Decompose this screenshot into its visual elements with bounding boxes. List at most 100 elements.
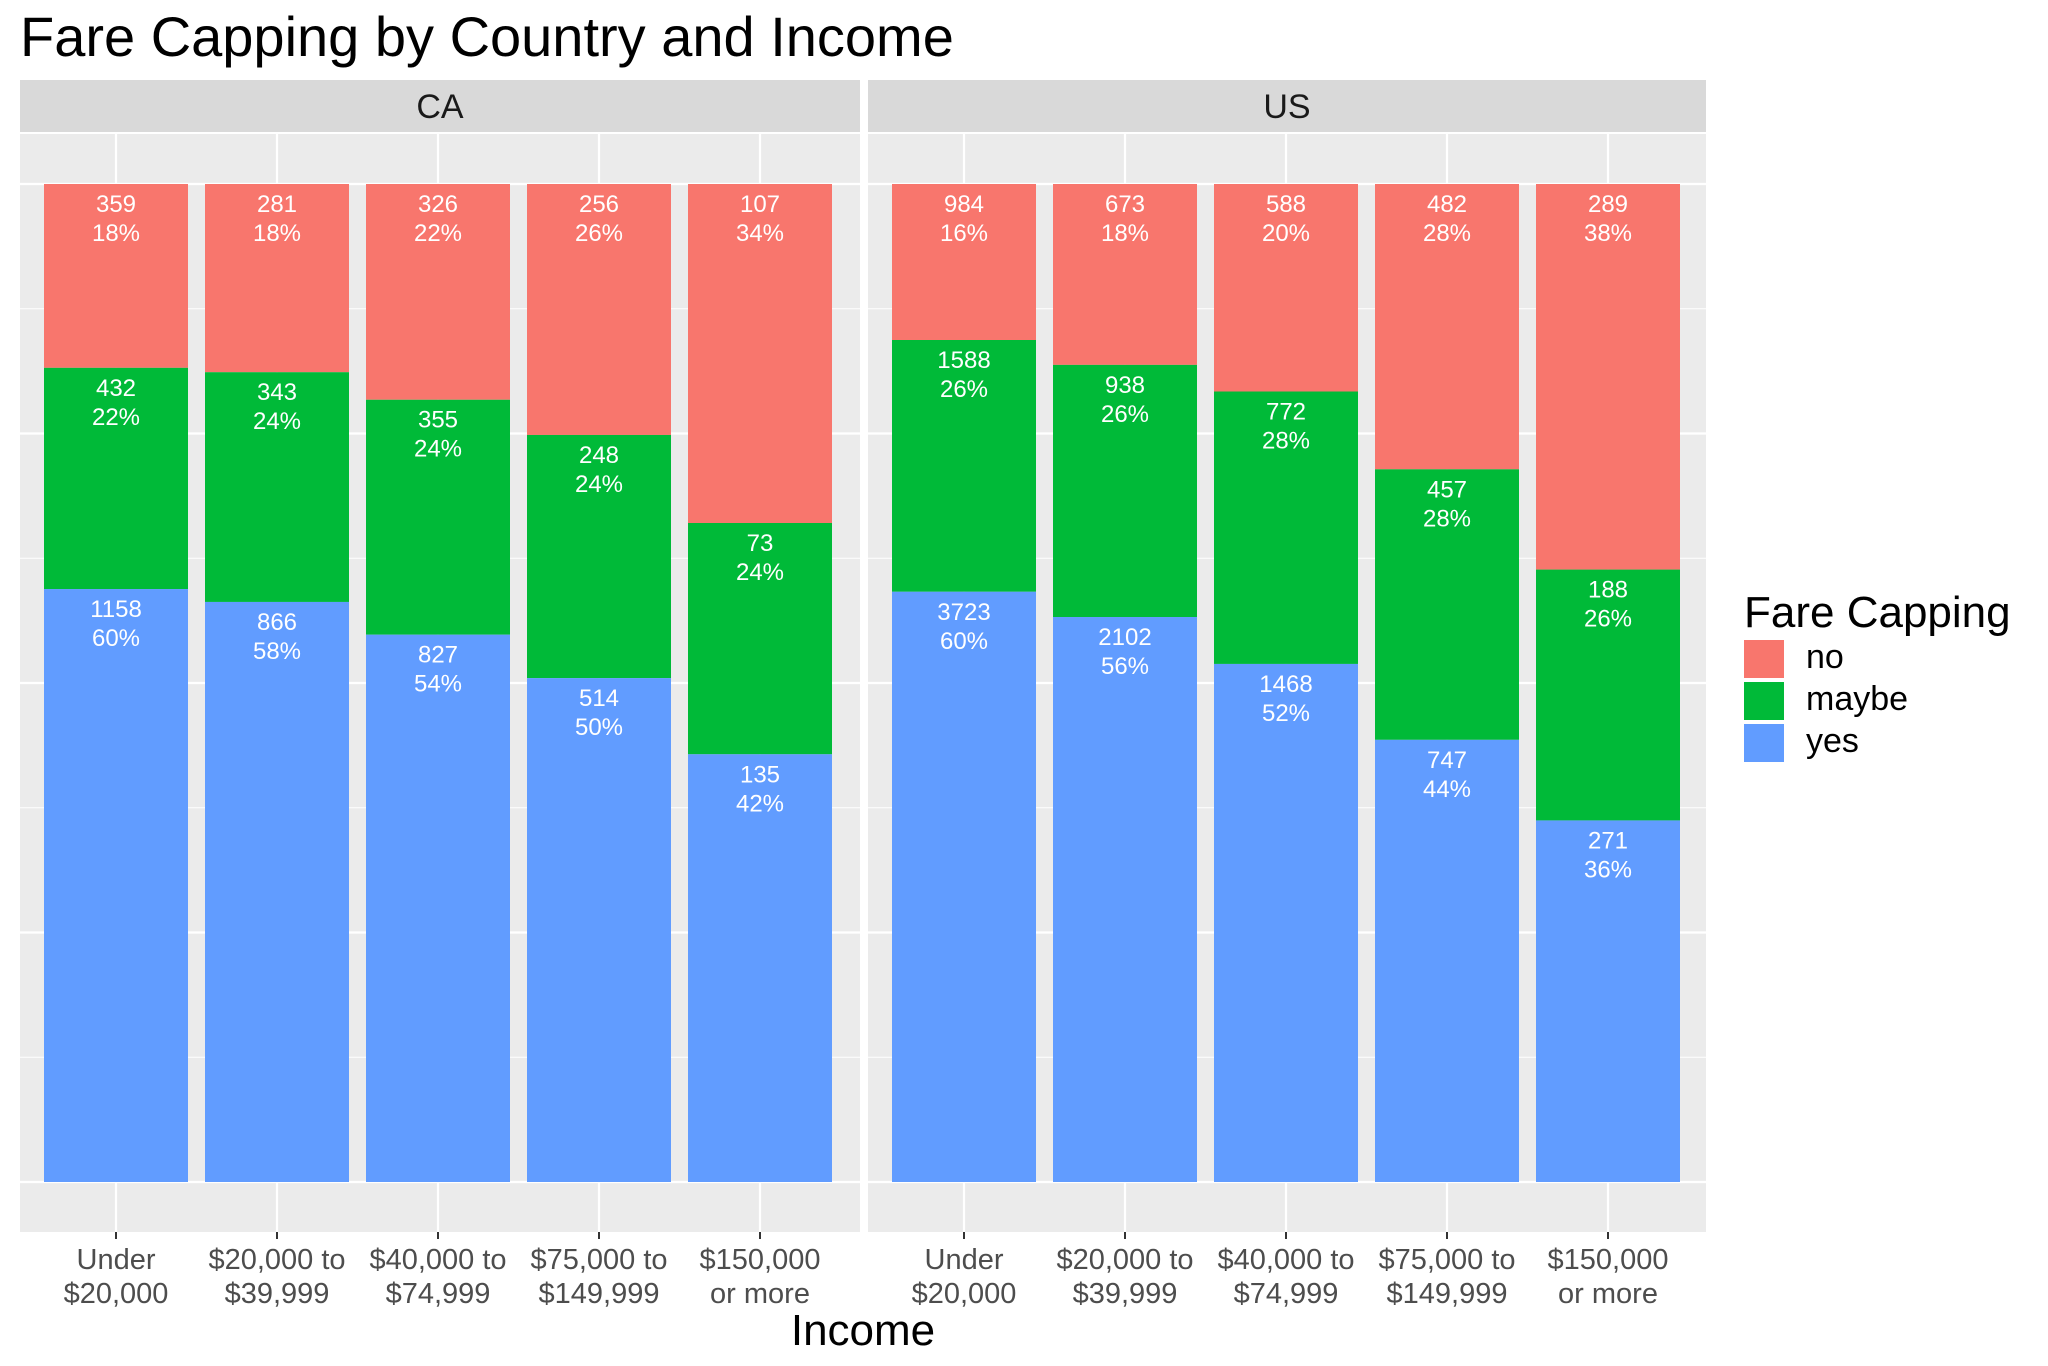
data-label-percent: 60% xyxy=(92,625,140,652)
bar-segment-no xyxy=(44,184,188,368)
data-label-percent: 18% xyxy=(253,220,301,247)
bar-segment-yes xyxy=(1214,663,1358,1182)
bar-segment-yes xyxy=(1053,617,1197,1182)
data-label-count: 482 xyxy=(1427,191,1467,218)
legend-item-no: no xyxy=(1744,638,2011,680)
facet-strip-label: CA xyxy=(416,88,464,126)
bar-segment-maybe xyxy=(1536,569,1680,821)
data-label-percent: 56% xyxy=(1101,653,1149,680)
x-tick-label: $74,999 xyxy=(1234,1278,1339,1310)
facet-strip xyxy=(868,80,1706,132)
data-label-percent: 34% xyxy=(736,220,784,247)
x-tick-label: $20,000 xyxy=(912,1278,1017,1310)
data-label-percent: 24% xyxy=(253,408,301,435)
data-label-count: 432 xyxy=(96,375,136,402)
data-label-percent: 18% xyxy=(1101,220,1149,247)
x-tick-label: $149,999 xyxy=(1387,1278,1508,1310)
bar-segment-no xyxy=(688,184,832,524)
bar-segment-yes xyxy=(688,754,832,1182)
data-label-percent: 58% xyxy=(253,638,301,665)
legend-label-maybe: maybe xyxy=(1806,680,1909,718)
bar-segment-no xyxy=(1536,184,1680,570)
data-label-count: 326 xyxy=(418,191,458,218)
legend-item-maybe: maybe xyxy=(1744,680,2011,722)
data-label-count: 188 xyxy=(1588,577,1628,604)
bar-segment-maybe xyxy=(892,340,1036,592)
bar-segment-maybe xyxy=(44,367,188,590)
data-label-percent: 24% xyxy=(736,559,784,586)
chart-title: Fare Capping by Country and Income xyxy=(20,5,954,68)
bar-segment-yes xyxy=(1375,739,1519,1182)
x-tick-label: $40,000 to xyxy=(1217,1244,1354,1276)
bar-segment-no xyxy=(1053,184,1197,365)
data-label-count: 1158 xyxy=(90,596,142,623)
data-label-count: 135 xyxy=(740,761,780,788)
bar-segment-no xyxy=(1375,184,1519,470)
x-tick-label: $40,000 to xyxy=(369,1244,506,1276)
data-label-count: 2102 xyxy=(1098,624,1151,651)
x-tick-label: $74,999 xyxy=(386,1278,491,1310)
bar-segment-yes xyxy=(527,678,671,1182)
x-tick-label: or more xyxy=(710,1278,810,1310)
bar-segment-maybe xyxy=(366,399,510,635)
data-label-percent: 22% xyxy=(92,404,140,431)
data-label-count: 1588 xyxy=(937,347,990,374)
bar-segment-maybe xyxy=(205,372,349,602)
data-label-count: 866 xyxy=(257,609,297,636)
x-axis-title: Income xyxy=(791,1306,935,1355)
data-label-count: 673 xyxy=(1105,191,1145,218)
data-label-percent: 52% xyxy=(1262,700,1310,727)
data-label-percent: 44% xyxy=(1423,776,1471,803)
bar-segment-yes xyxy=(44,589,188,1182)
data-label-count: 359 xyxy=(96,191,136,218)
legend-title: Fare Capping xyxy=(1744,588,2011,637)
bar-segment-no xyxy=(527,184,671,435)
data-label-count: 514 xyxy=(579,685,619,712)
data-label-percent: 50% xyxy=(575,714,623,741)
data-label-count: 1468 xyxy=(1259,671,1312,698)
legend-key-yes xyxy=(1744,724,1784,762)
data-label-percent: 20% xyxy=(1262,220,1310,247)
x-tick-label: or more xyxy=(1558,1278,1658,1310)
x-tick-label: Under xyxy=(77,1244,156,1276)
bar-segment-yes xyxy=(892,591,1036,1182)
bar-segment-no xyxy=(1214,184,1358,392)
data-label-percent: 42% xyxy=(736,790,784,817)
legend-label-no: no xyxy=(1806,638,1844,676)
data-label-count: 343 xyxy=(257,379,297,406)
data-label-count: 107 xyxy=(740,191,780,218)
data-label-percent: 16% xyxy=(940,220,988,247)
data-label-percent: 26% xyxy=(575,220,623,247)
bar-segment-yes xyxy=(1536,820,1680,1182)
x-tick-label: $20,000 xyxy=(64,1278,169,1310)
facet-strip xyxy=(20,80,860,132)
data-label-count: 73 xyxy=(747,530,774,557)
data-label-percent: 22% xyxy=(414,220,462,247)
data-label-count: 747 xyxy=(1427,747,1467,774)
facet-strip-label: US xyxy=(1263,88,1310,126)
data-label-percent: 24% xyxy=(575,471,623,498)
bar-segment-maybe xyxy=(688,523,832,755)
data-label-count: 355 xyxy=(418,407,458,434)
x-tick-label: $149,999 xyxy=(539,1278,660,1310)
data-label-count: 271 xyxy=(1588,827,1628,854)
data-label-count: 588 xyxy=(1266,191,1306,218)
x-tick-label: $75,000 to xyxy=(1378,1244,1515,1276)
data-label-count: 457 xyxy=(1427,476,1467,503)
data-label-count: 289 xyxy=(1588,191,1628,218)
bar-segment-no xyxy=(205,184,349,373)
data-label-percent: 28% xyxy=(1423,505,1471,532)
legend: Fare Capping no maybe yes xyxy=(1744,588,2011,764)
data-label-percent: 36% xyxy=(1584,856,1632,883)
data-label-percent: 24% xyxy=(414,436,462,463)
x-tick-label: $75,000 to xyxy=(530,1244,667,1276)
x-tick-label: Under xyxy=(925,1244,1004,1276)
data-label-percent: 54% xyxy=(414,671,462,698)
x-tick-label: $39,999 xyxy=(225,1278,330,1310)
bar-segment-yes xyxy=(205,601,349,1182)
data-label-percent: 60% xyxy=(940,628,988,655)
data-label-count: 772 xyxy=(1266,399,1306,426)
data-label-percent: 26% xyxy=(1101,401,1149,428)
data-label-percent: 38% xyxy=(1584,220,1632,247)
